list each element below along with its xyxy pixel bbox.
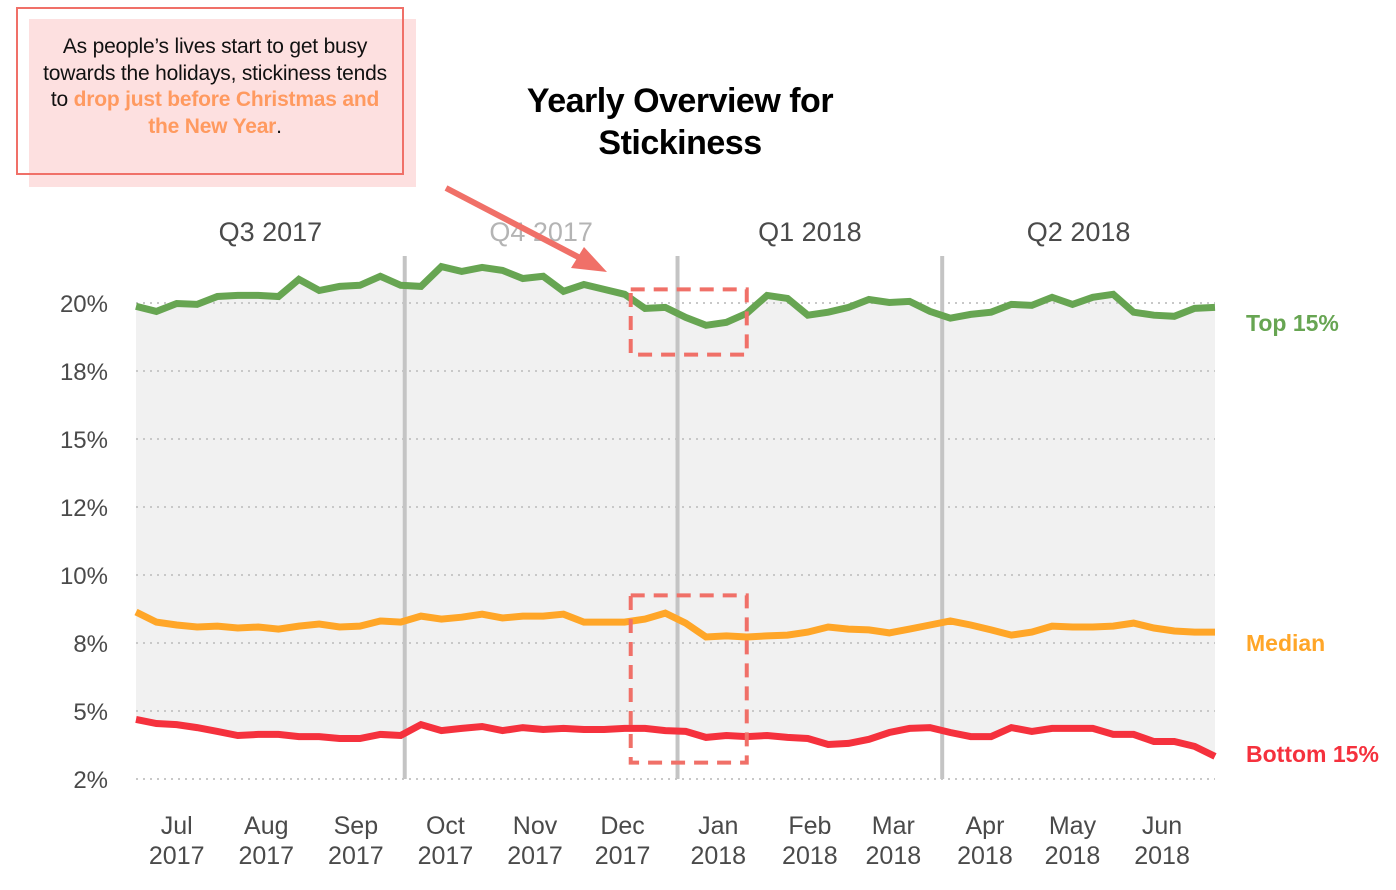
annotation-box xyxy=(628,593,749,765)
plot-background xyxy=(136,256,1215,785)
x-tick-month: Dec xyxy=(600,812,644,840)
x-tick-year: 2018 xyxy=(1134,842,1190,870)
annotation-arrow-head xyxy=(571,247,607,272)
x-tick-month: Jan xyxy=(698,812,738,840)
y-tick-label: 10% xyxy=(60,563,108,590)
series-label: Top 15% xyxy=(1246,310,1339,336)
x-tick-year: 2017 xyxy=(595,842,651,870)
x-tick-month: Feb xyxy=(788,812,831,840)
y-tick-label: 20% xyxy=(60,291,108,318)
x-tick-year: 2017 xyxy=(149,842,205,870)
y-tick-label: 5% xyxy=(73,699,108,726)
x-tick-month: Sep xyxy=(334,812,378,840)
callout-text-end: . xyxy=(276,114,282,138)
y-tick-label: 15% xyxy=(60,427,108,454)
callout-text: As people’s lives start to get busy towa… xyxy=(40,34,390,140)
x-tick-month: Nov xyxy=(513,812,558,840)
x-tick-year: 2017 xyxy=(507,842,563,870)
quarter-label: Q3 2017 xyxy=(219,217,323,247)
annotation-box xyxy=(628,287,749,357)
quarter-label: Q2 2018 xyxy=(1027,217,1131,247)
callout-text-highlight: drop just before Christmas and the New Y… xyxy=(73,88,380,138)
x-tick-year: 2018 xyxy=(866,842,922,870)
x-tick-year: 2018 xyxy=(782,842,838,870)
y-tick-label: 18% xyxy=(60,359,108,386)
y-tick-label: 12% xyxy=(60,495,108,522)
x-tick-month: May xyxy=(1049,812,1097,840)
callout-shadow xyxy=(29,19,416,187)
series-label: Bottom 15% xyxy=(1246,741,1379,767)
y-tick-label: 8% xyxy=(73,631,108,658)
x-tick-month: Jul xyxy=(161,812,193,840)
x-tick-year: 2018 xyxy=(1045,842,1101,870)
callout-box xyxy=(16,7,404,175)
callout-text-plain: As people’s lives start to get busy towa… xyxy=(43,35,387,111)
x-tick-year: 2017 xyxy=(238,842,294,870)
annotation-arrow-shaft xyxy=(444,185,584,262)
y-tick-label: 2% xyxy=(73,767,108,794)
quarter-label: Q1 2018 xyxy=(758,217,862,247)
x-tick-month: Aug xyxy=(244,812,288,840)
x-tick-year: 2018 xyxy=(957,842,1013,870)
series-line-median xyxy=(134,608,1215,641)
series-line-top-15- xyxy=(135,262,1216,329)
x-tick-month: Apr xyxy=(965,812,1004,840)
series-line-bottom-15- xyxy=(135,715,1217,760)
x-tick-month: Jun xyxy=(1142,812,1182,840)
chart-title: Yearly Overview for Stickiness xyxy=(526,82,834,162)
x-tick-month: Mar xyxy=(872,812,915,840)
x-tick-year: 2017 xyxy=(328,842,384,870)
series-label: Median xyxy=(1246,630,1325,656)
x-tick-year: 2018 xyxy=(690,842,746,870)
x-tick-month: Oct xyxy=(426,812,465,840)
x-tick-year: 2017 xyxy=(418,842,474,870)
